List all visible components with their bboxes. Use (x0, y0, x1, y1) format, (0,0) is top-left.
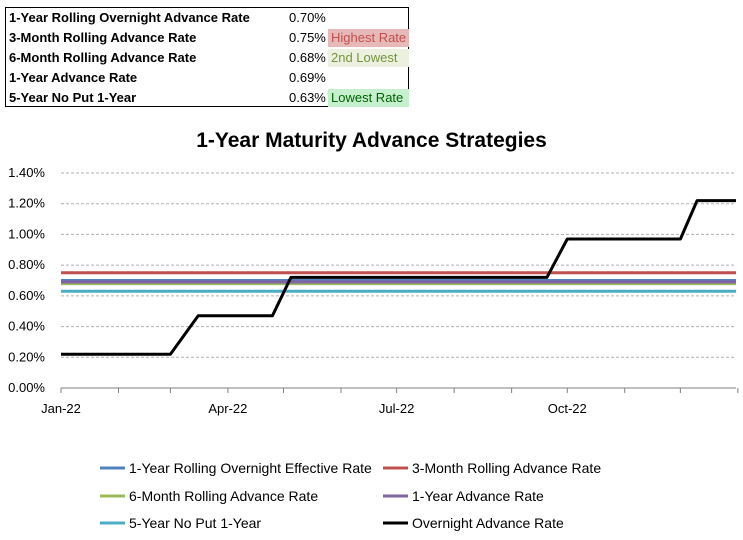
summary-row: 1-Year Advance Rate 0.69% (6, 68, 408, 88)
summary-value: 0.70% (289, 10, 326, 25)
summary-row: 6-Month Rolling Advance Rate 0.68% 2nd L… (6, 48, 409, 68)
x-tick-label: Jul-22 (379, 401, 414, 416)
legend-label: 5-Year No Put 1-Year (129, 515, 261, 531)
y-tick-label: 1.20% (8, 196, 45, 211)
summary-value: 0.69% (289, 70, 326, 85)
y-tick-label: 0.00% (8, 380, 45, 395)
x-tick-label: Oct-22 (548, 401, 587, 416)
legend-label: 1-Year Rolling Overnight Effective Rate (129, 460, 372, 476)
summary-row: 5-Year No Put 1-Year 0.63% Lowest Rate (6, 88, 409, 108)
y-tick-label: 1.00% (8, 226, 45, 241)
legend-label: 6-Month Rolling Advance Rate (129, 488, 318, 504)
y-tick-label: 1.40% (8, 165, 45, 180)
legend-label: Overnight Advance Rate (412, 515, 564, 531)
x-tick-label: Apr-22 (208, 401, 247, 416)
legend-label: 3-Month Rolling Advance Rate (412, 460, 601, 476)
series-line (61, 199, 736, 356)
summary-label: 6-Month Rolling Advance Rate (9, 50, 197, 65)
y-tick-label: 0.60% (8, 288, 45, 303)
summary-label: 5-Year No Put 1-Year (9, 90, 137, 105)
summary-row: 1-Year Rolling Overnight Advance Rate 0.… (6, 8, 408, 28)
summary-label: 3-Month Rolling Advance Rate (9, 30, 197, 45)
summary-label: 1-Year Rolling Overnight Advance Rate (9, 10, 250, 25)
y-tick-label: 0.80% (8, 257, 45, 272)
y-tick-label: 0.40% (8, 319, 45, 334)
summary-value: 0.75% (289, 30, 326, 45)
summary-value: 0.68% (289, 50, 326, 65)
summary-value: 0.63% (289, 90, 326, 105)
chart-title: 1-Year Maturity Advance Strategies (196, 129, 547, 152)
y-tick-label: 0.20% (8, 349, 45, 364)
legend-label: 1-Year Advance Rate (412, 488, 544, 504)
highest-rate-badge: Highest Rate (328, 29, 409, 47)
summary-row: 3-Month Rolling Advance Rate 0.75% Highe… (6, 28, 409, 48)
summary-label: 1-Year Advance Rate (9, 70, 138, 85)
rate-summary-table: 1-Year Rolling Overnight Advance Rate 0.… (5, 7, 409, 107)
second-lowest-badge: 2nd Lowest (328, 49, 409, 67)
x-tick-label: Jan-22 (41, 401, 81, 416)
lowest-rate-badge: Lowest Rate (328, 89, 409, 107)
